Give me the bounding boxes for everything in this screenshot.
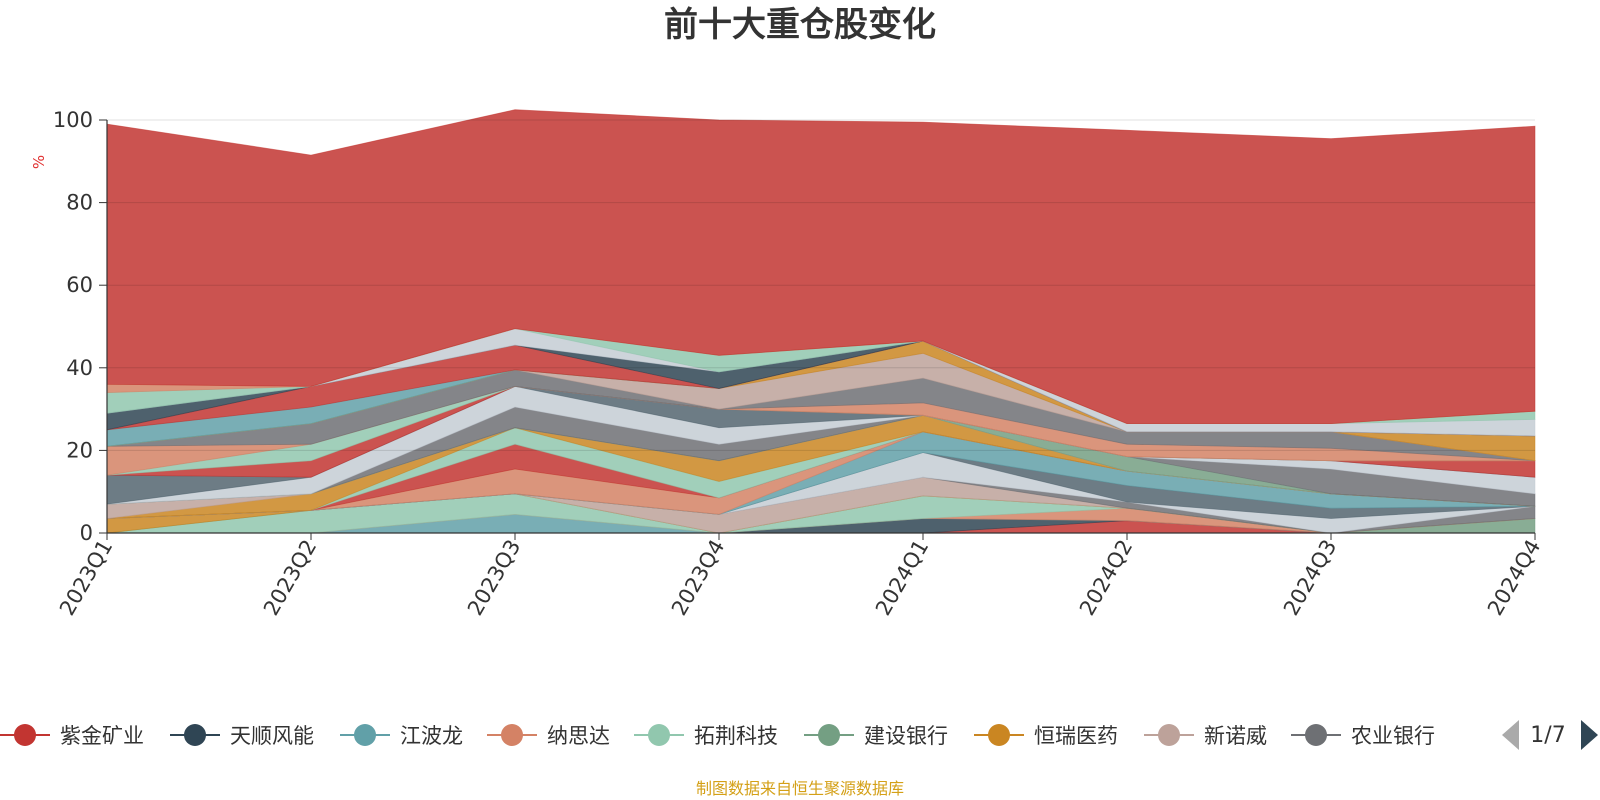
legend-label: 江波龙: [400, 724, 463, 748]
legend-label: 新诺威: [1204, 724, 1267, 748]
legend-item[interactable]: 恒瑞医药: [974, 724, 1118, 748]
legend-label: 恒瑞医药: [1034, 724, 1118, 748]
x-tick-label: 2024Q2: [1075, 536, 1137, 620]
legend-circle-icon: [988, 724, 1010, 746]
x-tick-label: 2023Q3: [463, 536, 525, 620]
legend-pager[interactable]: 1/7: [1502, 720, 1598, 750]
legend-label: 紫金矿业: [60, 724, 144, 748]
x-tick-label: 2023Q4: [667, 536, 729, 620]
legend[interactable]: 紫金矿业 天顺风能 江波龙 纳思达 拓荆科技 建设银行 恒瑞医药 新诺威 农业银行: [0, 724, 1435, 748]
legend-circle-icon: [648, 724, 670, 746]
legend-item[interactable]: 新诺威: [1144, 724, 1267, 748]
legend-circle-icon: [501, 724, 523, 746]
legend-label: 农业银行: [1351, 724, 1435, 748]
legend-circle-icon: [184, 724, 206, 746]
x-tick-labels: 2023Q1 2023Q2 2023Q3 2023Q4 2024Q1 2024Q2 2024…: [55, 536, 1545, 620]
legend-item[interactable]: 紫金矿业: [0, 724, 144, 748]
legend-item[interactable]: 天顺风能: [170, 724, 314, 748]
legend-item[interactable]: 拓荆科技: [634, 724, 778, 748]
legend-label: 拓荆科技: [694, 724, 778, 748]
y-tick-label: 40: [66, 356, 93, 380]
y-axis-unit: %: [30, 155, 48, 169]
y-tick-label: 80: [66, 191, 93, 215]
legend-circle-icon: [354, 724, 376, 746]
legend-circle-icon: [818, 724, 840, 746]
legend-prev-icon[interactable]: [1502, 720, 1519, 750]
y-tick-label: 100: [53, 108, 93, 132]
axes: [99, 119, 1536, 540]
source-note: 制图数据来自恒生聚源数据库: [696, 779, 904, 798]
legend-next-icon[interactable]: [1581, 720, 1598, 750]
chart-title: 前十大重仓股变化: [664, 5, 936, 45]
area-series-33: [106, 109, 1536, 424]
grid-lines: [107, 119, 1535, 451]
y-tick-label: 60: [66, 273, 93, 297]
legend-item[interactable]: 江波龙: [340, 724, 463, 748]
legend-label: 天顺风能: [230, 724, 314, 748]
y-tick-labels: 0 20 40 60 80 100: [53, 108, 93, 545]
x-tick-label: 2023Q1: [55, 536, 117, 620]
legend-item[interactable]: 纳思达: [487, 724, 610, 748]
legend-item[interactable]: 农业银行: [1291, 724, 1435, 748]
legend-page-indicator: 1/7: [1530, 723, 1565, 748]
x-tick-label: 2024Q4: [1483, 536, 1545, 620]
legend-circle-icon: [14, 724, 36, 746]
legend-label: 纳思达: [547, 724, 610, 748]
legend-label: 建设银行: [864, 724, 948, 748]
x-tick-label: 2023Q2: [259, 536, 321, 620]
area-layer: [106, 109, 1536, 534]
y-tick-label: 0: [80, 521, 93, 545]
legend-circle-icon: [1305, 724, 1327, 746]
legend-circle-icon: [1158, 724, 1180, 746]
x-tick-label: 2024Q1: [871, 536, 933, 620]
y-tick-label: 20: [66, 438, 93, 462]
x-tick-label: 2024Q3: [1279, 536, 1341, 620]
legend-item[interactable]: 建设银行: [804, 724, 948, 748]
